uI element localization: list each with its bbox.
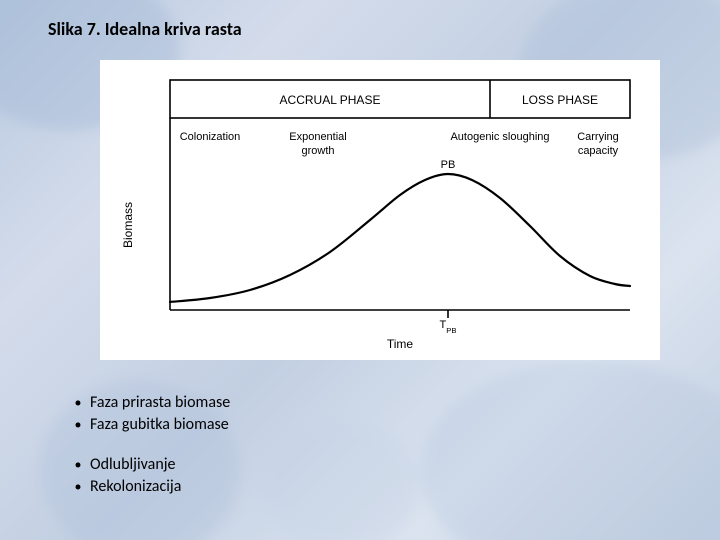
svg-text:PB: PB [441, 159, 456, 171]
growth-curve-svg: ACCRUAL PHASE LOSS PHASE Colonization Expon… [100, 60, 660, 360]
bg-shape [260, 420, 420, 540]
svg-text:LOSS PHASE: LOSS PHASE [522, 93, 598, 107]
list-item: • Faza prirasta biomase [66, 392, 230, 414]
svg-text:Exponential: Exponential [289, 131, 347, 143]
svg-text:Time: Time [387, 337, 414, 351]
bullet-icon: • [66, 416, 90, 435]
bullet-text: Odlubljivanje [90, 454, 176, 476]
slide: Slika 7. Idealna kriva rasta ACCRUAL PHA… [0, 0, 720, 540]
bg-shape [420, 360, 720, 540]
list-item: • Rekolonizacija [66, 476, 181, 498]
bullet-icon: • [66, 478, 90, 497]
svg-text:capacity: capacity [578, 145, 619, 157]
bullet-text: Faza gubitka biomase [90, 414, 229, 436]
growth-curve-figure: ACCRUAL PHASE LOSS PHASE Colonization Expon… [100, 60, 660, 360]
svg-text:Biomass: Biomass [121, 202, 135, 248]
svg-text:Autogenic sloughing: Autogenic sloughing [450, 131, 549, 143]
list-item: • Odlubljivanje [66, 454, 181, 476]
slide-title: Slika 7. Idealna kriva rasta [48, 18, 242, 40]
list-item: • Faza gubitka biomase [66, 414, 230, 436]
bullet-group-1: • Faza prirasta biomase • Faza gubitka b… [66, 392, 230, 435]
bullet-text: Rekolonizacija [90, 476, 181, 498]
svg-text:Carrying: Carrying [577, 131, 619, 143]
bullet-icon: • [66, 456, 90, 475]
svg-text:growth: growth [301, 145, 334, 157]
svg-text:Colonization: Colonization [180, 131, 241, 143]
bullet-group-2: • Odlubljivanje • Rekolonizacija [66, 454, 181, 497]
bullet-icon: • [66, 394, 90, 413]
svg-text:ACCRUAL PHASE: ACCRUAL PHASE [280, 93, 381, 107]
bullet-text: Faza prirasta biomase [90, 392, 230, 414]
